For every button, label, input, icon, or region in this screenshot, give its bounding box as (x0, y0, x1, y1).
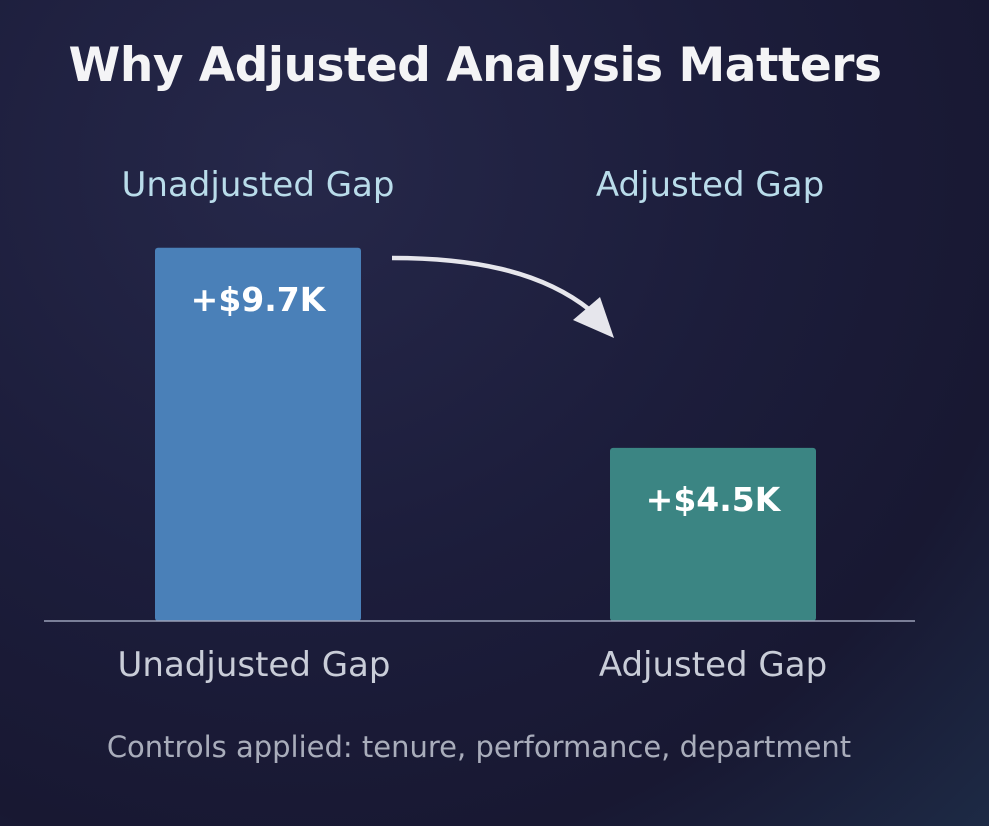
arrow-head (573, 297, 614, 338)
trend-arrow (391, 255, 614, 338)
bar-unadjusted (155, 247, 361, 622)
chart-title: Why Adjusted Analysis Matters (68, 38, 882, 93)
bar-adjusted (610, 447, 816, 621)
bars-layer (155, 247, 816, 622)
footnote-controls: Controls applied: tenure, performance, d… (106, 730, 852, 764)
data-label-unadjusted: +$9.7K (190, 279, 326, 319)
series-header-adjusted: Adjusted Gap (595, 165, 825, 205)
x-tick-label-unadjusted: Unadjusted Gap (117, 645, 391, 685)
data-label-adjusted: +$4.5K (645, 479, 781, 519)
x-tick-label-adjusted: Adjusted Gap (598, 645, 828, 685)
arrow-curve (391, 255, 592, 312)
series-header-unadjusted: Unadjusted Gap (121, 165, 395, 205)
